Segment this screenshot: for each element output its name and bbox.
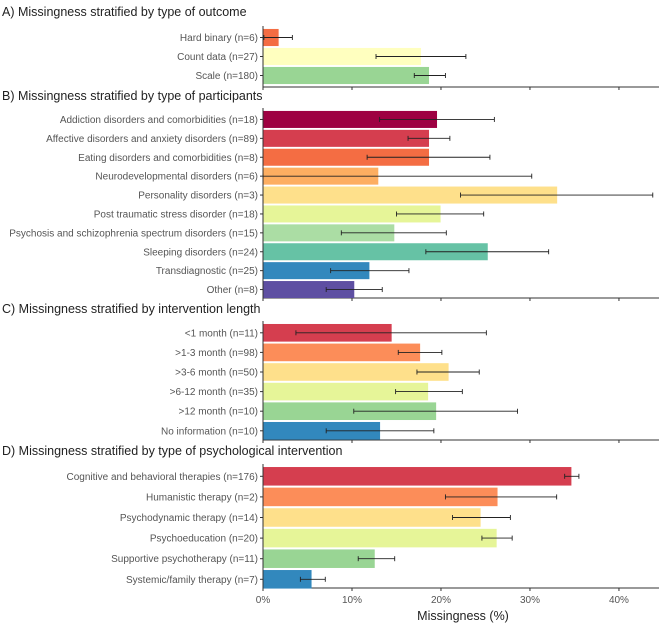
category-label: Sleeping disorders (n=24) (143, 247, 258, 258)
category-label: Post traumatic stress disorder (n=18) (94, 209, 258, 220)
category-label: Count data (n=27) (177, 52, 258, 63)
panel-c: C) Missingness stratified by interventio… (2, 302, 659, 443)
category-label: Other (n=8) (207, 285, 258, 296)
bar (263, 47, 422, 66)
panel-title: A) Missingness stratified by type of out… (2, 5, 247, 19)
category-label: Cognitive and behavioral therapies (n=17… (66, 472, 258, 483)
category-label: Psychosis and schizophrenia spectrum dis… (9, 228, 258, 239)
category-label: >3-6 month (n=50) (175, 368, 258, 379)
category-label: Psychodynamic therapy (n=14) (120, 513, 258, 524)
category-label: Personality disorders (n=3) (138, 191, 258, 202)
category-label: Humanistic therapy (n=2) (146, 492, 258, 503)
bar (263, 110, 438, 128)
category-label: Transdiagnostic (n=25) (156, 266, 258, 277)
bar (263, 262, 370, 280)
panel-d: D) Missingness stratified by type of psy… (2, 444, 659, 623)
x-tick-label: 20% (431, 595, 451, 606)
bar (263, 467, 572, 486)
category-label: <1 month (n=11) (185, 328, 258, 339)
bar (263, 129, 430, 147)
x-axis-label: Missingness (%) (417, 609, 509, 623)
category-label: >6-12 month (n=35) (170, 387, 258, 398)
category-label: Addiction disorders and comorbidities (n… (60, 115, 258, 126)
panel-b: B) Missingness stratified by type of par… (2, 89, 659, 301)
category-label: Neurodevelopmental disorders (n=6) (95, 172, 258, 183)
category-label: Scale (n=180) (195, 71, 258, 82)
bar (263, 343, 421, 362)
bar (263, 205, 441, 223)
category-label: Affective disorders and anxiety disorder… (46, 134, 258, 145)
bar (263, 243, 488, 261)
category-label: No information (n=10) (161, 426, 258, 437)
bar (263, 363, 449, 381)
category-label: >1-3 month (n=98) (175, 348, 258, 359)
bar (263, 224, 395, 242)
category-label: Supportive psychotherapy (n=11) (111, 554, 258, 565)
panel-a: A) Missingness stratified by type of out… (2, 5, 659, 90)
category-label: Hard binary (n=6) (180, 33, 258, 44)
x-tick-label: 30% (520, 595, 540, 606)
bar (263, 487, 498, 507)
bar (263, 281, 355, 299)
bar (263, 549, 375, 568)
bar (263, 382, 429, 401)
bar (263, 148, 430, 166)
bar (263, 66, 430, 85)
panel-title: B) Missingness stratified by type of par… (2, 89, 263, 103)
x-tick-label: 10% (342, 595, 362, 606)
x-tick-label: 40% (609, 595, 629, 606)
bar (263, 186, 558, 204)
category-label: Eating disorders and comorbidities (n=8) (78, 153, 258, 164)
category-label: >12 month (n=10) (179, 407, 259, 418)
x-tick-label: 0% (256, 595, 271, 606)
bar (263, 421, 381, 440)
bar (263, 508, 481, 527)
bar (263, 570, 312, 589)
panel-title: D) Missingness stratified by type of psy… (2, 444, 342, 458)
panel-title: C) Missingness stratified by interventio… (2, 302, 261, 316)
category-label: Systemic/family therapy (n=7) (126, 575, 258, 586)
bar (263, 528, 497, 548)
bar (263, 402, 437, 421)
category-label: Psychoeducation (n=20) (150, 534, 258, 545)
